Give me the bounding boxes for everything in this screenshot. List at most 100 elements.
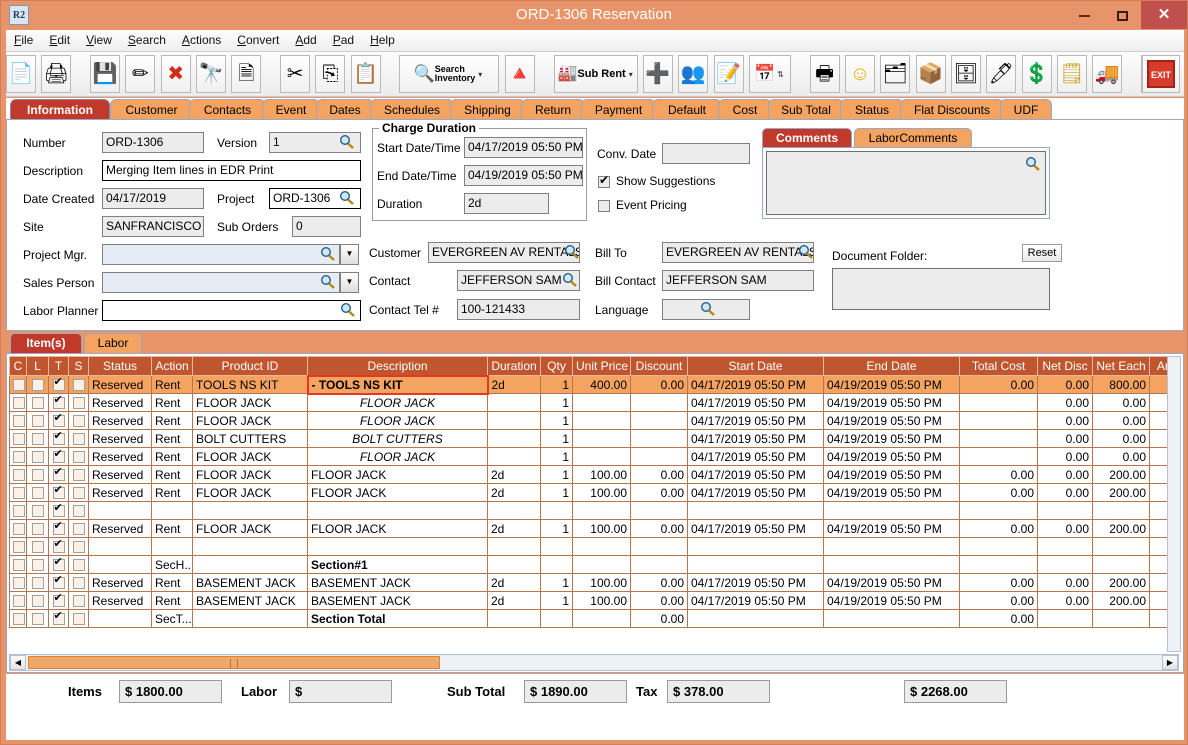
project-mgr-field[interactable]: [102, 244, 340, 265]
cell-start_date[interactable]: [687, 501, 824, 520]
cell-total_cost[interactable]: [959, 537, 1038, 556]
tax-field[interactable]: $ 378.00: [667, 680, 770, 703]
cell-unit_price[interactable]: [572, 411, 631, 430]
menu-item-search[interactable]: Search: [127, 33, 166, 47]
row-checkbox-t[interactable]: [52, 521, 65, 536]
convert-document-button[interactable]: 🗎: [231, 55, 262, 93]
cell-duration[interactable]: 2d: [487, 591, 541, 610]
row-checkbox-l[interactable]: [31, 541, 44, 554]
items-total-field[interactable]: $ 1800.00: [119, 680, 222, 703]
row-checkbox-l[interactable]: [31, 415, 44, 428]
cell-qty[interactable]: 1: [540, 519, 573, 538]
cell-product_id[interactable]: FLOOR JACK: [192, 465, 308, 484]
cell-s[interactable]: [68, 375, 89, 394]
row-checkbox-t[interactable]: [52, 395, 65, 410]
cell-c[interactable]: [9, 411, 27, 430]
cell-description[interactable]: FLOOR JACK: [307, 411, 488, 430]
cell-status[interactable]: [88, 609, 152, 628]
cell-status[interactable]: Reserved: [88, 573, 152, 592]
cell-net_disc[interactable]: 0.00: [1037, 483, 1093, 502]
cell-s[interactable]: [68, 609, 89, 628]
cell-total_cost[interactable]: [959, 555, 1038, 574]
customer-search-icon[interactable]: [563, 244, 580, 259]
description-field[interactable]: Merging Item lines in EDR Print: [102, 160, 361, 181]
cell-unit_price[interactable]: 100.00: [572, 573, 631, 592]
cell-l[interactable]: [26, 393, 49, 412]
cell-discount[interactable]: 0.00: [630, 519, 688, 538]
cell-net_each[interactable]: 200.00: [1092, 465, 1150, 484]
cell-duration[interactable]: [487, 393, 541, 412]
cell-start_date[interactable]: 04/17/2019 05:50 PM: [687, 375, 824, 394]
cell-product_id[interactable]: [192, 555, 308, 574]
cell-total_cost[interactable]: 0.00: [959, 591, 1038, 610]
cell-end_date[interactable]: [823, 555, 960, 574]
row-checkbox-l[interactable]: [31, 613, 44, 626]
cell-action[interactable]: SecH...: [151, 555, 193, 574]
cell-s[interactable]: [68, 555, 89, 574]
cell-product_id[interactable]: BASEMENT JACK: [192, 591, 308, 610]
cell-start_date[interactable]: [687, 537, 824, 556]
new-document-button[interactable]: 📄: [6, 55, 36, 93]
cell-discount[interactable]: [630, 393, 688, 412]
row-checkbox-t[interactable]: [52, 557, 65, 572]
cell-unit_price[interactable]: [572, 429, 631, 448]
edit-button[interactable]: ✏: [125, 55, 156, 93]
cell-product_id[interactable]: BOLT CUTTERS: [192, 429, 308, 448]
contacts-button[interactable]: 👥: [678, 55, 709, 93]
labor-planner-search-icon[interactable]: [339, 302, 356, 317]
cell-l[interactable]: [26, 555, 49, 574]
row-checkbox-t[interactable]: [52, 593, 65, 608]
cell-net_each[interactable]: 800.00: [1092, 375, 1150, 394]
cell-description[interactable]: Section#1: [307, 555, 488, 574]
row-checkbox-l[interactable]: [31, 379, 44, 392]
cell-product_id[interactable]: FLOOR JACK: [192, 483, 308, 502]
cell-status[interactable]: Reserved: [88, 465, 152, 484]
notes-button[interactable]: 📝: [713, 55, 744, 93]
tab-dates[interactable]: Dates: [316, 99, 374, 120]
cell-status[interactable]: Reserved: [88, 483, 152, 502]
cell-t[interactable]: [48, 537, 69, 556]
tab-cost[interactable]: Cost: [718, 99, 772, 120]
row-checkbox-c[interactable]: [13, 451, 25, 464]
cell-product_id[interactable]: [192, 501, 308, 520]
row-checkbox-l[interactable]: [31, 469, 44, 482]
conv-date-field[interactable]: [662, 143, 750, 164]
shipping-button[interactable]: 🚚: [1092, 55, 1123, 93]
cell-unit_price[interactable]: [572, 501, 631, 520]
cell-unit_price[interactable]: [572, 447, 631, 466]
chevron-down-icon[interactable]: ▾: [478, 70, 483, 80]
cut-button[interactable]: ✂: [280, 55, 311, 93]
cell-status[interactable]: Reserved: [88, 429, 152, 448]
cell-description[interactable]: FLOOR JACK: [307, 447, 488, 466]
row-checkbox-s[interactable]: [72, 577, 85, 590]
row-checkbox-s[interactable]: [72, 559, 85, 572]
find-button[interactable]: 🔭: [196, 55, 227, 93]
cell-c[interactable]: [9, 375, 27, 394]
bill-to-field[interactable]: EVERGREEN AV RENTALS: [662, 242, 814, 263]
menu-item-pad[interactable]: Pad: [332, 33, 355, 47]
language-search-icon[interactable]: [699, 301, 716, 316]
cell-action[interactable]: Rent: [151, 393, 193, 412]
cell-discount[interactable]: [630, 429, 688, 448]
sales-person-search-icon[interactable]: [319, 274, 336, 289]
cell-action[interactable]: Rent: [151, 447, 193, 466]
tab-schedules[interactable]: Schedules: [370, 99, 454, 120]
row-checkbox-s[interactable]: [72, 415, 85, 428]
row-checkbox-c[interactable]: [13, 433, 25, 446]
cell-end_date[interactable]: [823, 501, 960, 520]
cell-unit_price[interactable]: [572, 393, 631, 412]
cell-net_disc[interactable]: 0.00: [1037, 447, 1093, 466]
cell-unit_price[interactable]: [572, 555, 631, 574]
bill-contact-field[interactable]: JEFFERSON SAM: [662, 270, 814, 291]
row-checkbox-s[interactable]: [72, 523, 85, 536]
row-checkbox-t[interactable]: [52, 467, 65, 482]
cell-l[interactable]: [26, 537, 49, 556]
row-checkbox-c[interactable]: [13, 379, 25, 392]
invoice-button[interactable]: 🗒: [1056, 55, 1087, 93]
cell-unit_price[interactable]: 100.00: [572, 591, 631, 610]
cell-net_disc[interactable]: [1037, 501, 1093, 520]
cell-start_date[interactable]: 04/17/2019 05:50 PM: [687, 519, 824, 538]
menu-item-actions[interactable]: Actions: [181, 33, 222, 47]
cell-l[interactable]: [26, 447, 49, 466]
